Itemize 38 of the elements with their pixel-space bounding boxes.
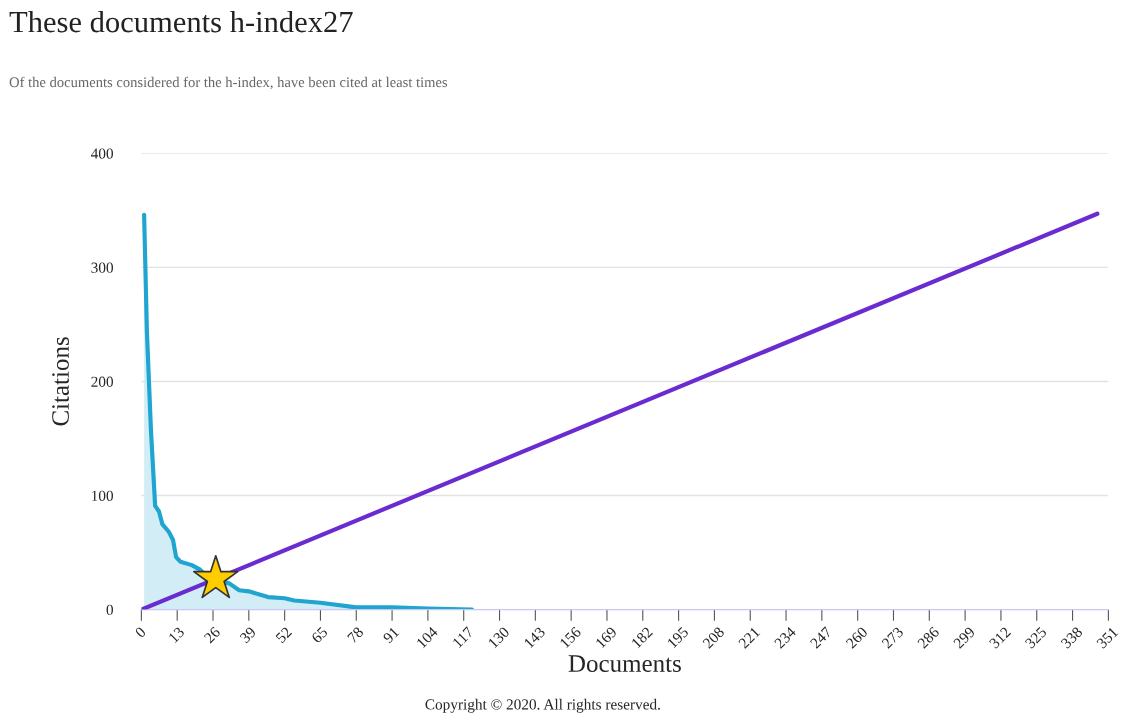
x-tick-label: 117	[452, 626, 474, 648]
y-tick-label: 200	[91, 376, 114, 387]
x-tick-label: 13	[168, 626, 185, 644]
y-tick-label: 100	[92, 490, 114, 501]
x-tick-label: 156	[559, 626, 582, 649]
x-tick-label: 247	[809, 626, 833, 649]
x-tick-label: 325	[1024, 626, 1048, 649]
x-tick-label: 208	[702, 626, 725, 649]
x-tick-label: 299	[952, 626, 976, 649]
x-tick-label: 91	[382, 626, 400, 644]
x-axis-title: Documents	[568, 655, 681, 672]
x-tick-label: 195	[666, 626, 689, 649]
x-tick-label: 221	[738, 626, 761, 649]
chart-title: These documents h-index27	[9, 10, 353, 33]
x-tick-label: 338	[1060, 626, 1083, 649]
x-tick-label: 65	[310, 626, 329, 644]
x-tick-label: 260	[845, 626, 869, 649]
x-tick-label: 143	[523, 626, 546, 649]
x-tick-label: 351	[1096, 626, 1119, 649]
x-tick-label: 52	[275, 626, 293, 644]
x-tick-label: 78	[346, 626, 364, 644]
x-tick-label: 39	[239, 626, 257, 644]
text: Copyright © 2020. All rights reserved.	[425, 698, 660, 713]
y-tick-label: 300	[91, 262, 114, 273]
x-tick-label: 26	[203, 626, 221, 644]
x-tick-label: 273	[881, 626, 904, 649]
x-tick-label: 104	[416, 626, 439, 649]
x-tick-label: 182	[631, 626, 653, 649]
x-tick-label: 130	[487, 626, 510, 649]
x-tick-label: 234	[773, 626, 797, 649]
y-axis-title: Citations	[52, 337, 69, 426]
x-tick-label: 169	[595, 626, 618, 649]
x-tick-label: 0	[134, 626, 147, 639]
y-tick-label: 0	[106, 604, 114, 616]
chart-subtitle: Of the documents considered for the h-index, have been cited at least times	[9, 76, 448, 90]
y-tick-label: 400	[90, 148, 114, 159]
x-tick-label: 312	[988, 626, 1012, 649]
x-tick-label: 286	[917, 626, 940, 649]
